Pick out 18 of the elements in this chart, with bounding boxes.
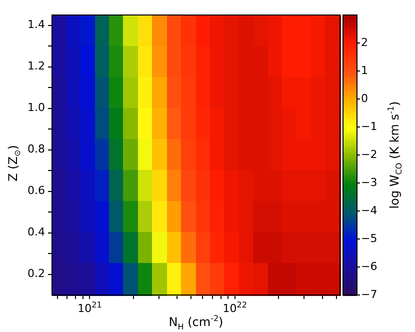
y-tick-label: 0.2 [28,267,45,280]
color-bar-label: −7 [361,288,378,301]
color-bar-label: −4 [361,204,378,217]
y-tick-label: 0.4 [28,226,45,239]
y-tick-label: 0.8 [28,142,45,156]
y-tick-label: 1.0 [28,101,45,114]
color-bar-label: −6 [361,260,378,273]
x-axis-title: N$_{H}$ (cm$^{-2}$) [168,314,224,332]
color-bar-label: 0 [361,92,368,105]
y-tick-label: 1.4 [28,18,45,32]
color-bar-label: −2 [361,148,378,161]
color-bar-label: −5 [361,232,378,245]
y-tick-label: 0.6 [28,184,45,198]
color-bar-label: 2 [361,36,368,49]
color-bar-label: −3 [361,176,378,189]
y-tick-label: 1.2 [28,60,45,73]
color-bar-label: −1 [361,120,378,133]
color-bar-label: 1 [361,64,368,77]
